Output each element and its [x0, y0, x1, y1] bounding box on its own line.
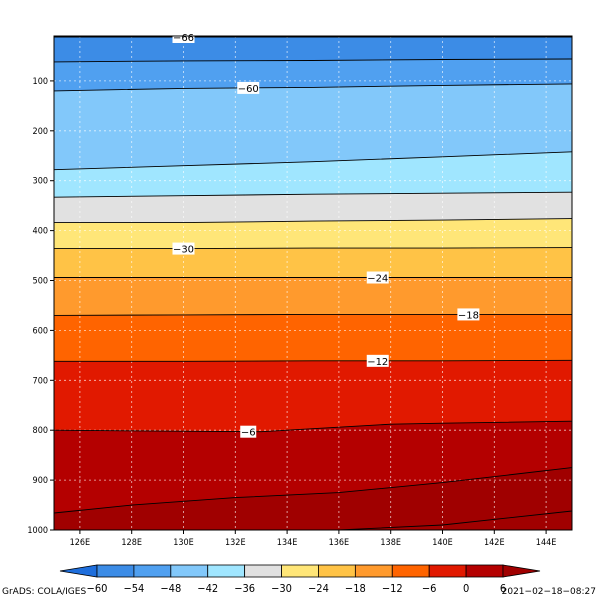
- colorbar-tick-label: −48: [160, 582, 181, 595]
- colorbar-segment: [170, 564, 209, 578]
- contour-label: −60: [238, 84, 259, 95]
- contour-line: [54, 151, 572, 171]
- y-tick-label: 300: [33, 177, 48, 187]
- colorbar-arrow-right: [502, 564, 541, 578]
- contour-label: −12: [367, 357, 388, 368]
- contour-label-bg: [172, 242, 195, 255]
- contour-line: [54, 83, 572, 92]
- colorbar-tick-label: −6: [422, 582, 437, 595]
- contour-line: [54, 58, 572, 63]
- y-tick-label: 800: [33, 426, 48, 436]
- y-tick-label: 600: [33, 326, 48, 336]
- contour-label: −24: [367, 274, 388, 285]
- contour-label: −6: [241, 428, 256, 439]
- footer-left: GrADS: COLA/IGES: [2, 587, 87, 597]
- contour-label-bg: [366, 271, 389, 284]
- contour-line: [338, 510, 572, 530]
- colorbar-arrow-left: [59, 564, 98, 578]
- colorbar-tick-label: −30: [271, 582, 292, 595]
- y-tick-label: 100: [33, 77, 48, 87]
- x-tick-label: 140E: [432, 538, 453, 548]
- colorbar-segment: [318, 564, 356, 578]
- contour-label: −30: [173, 245, 194, 256]
- y-tick-label: 200: [33, 127, 48, 137]
- colorbar-tick-label: −24: [308, 582, 329, 595]
- x-tick-label: 134E: [277, 538, 298, 548]
- contour-line: [54, 218, 572, 224]
- contour-band: [54, 467, 572, 530]
- x-axis-ticks: 126E 128E 130E 132E 134E 136E 138E 140E 142E 144E: [70, 530, 557, 548]
- colorbar-tick-label: −60: [87, 582, 108, 595]
- contour-label-bg: [366, 354, 389, 367]
- contour-line: [54, 467, 572, 514]
- x-tick-label: 136E: [329, 538, 350, 548]
- contour-label: −66: [173, 33, 194, 44]
- plot-frame: [53, 35, 573, 531]
- contour-line: [54, 420, 572, 433]
- x-tick-label: 132E: [225, 538, 246, 548]
- y-axis-ticks: 100 200 300 400 500 600 700 800 900 1000: [27, 77, 54, 536]
- contour-band: [338, 511, 572, 530]
- colorbar-tick-label: 6: [500, 582, 506, 595]
- x-tick-label: 128E: [121, 538, 142, 548]
- x-tick-label: 130E: [173, 538, 194, 548]
- colorbar-segment: [133, 564, 172, 578]
- colorbar-segment: [281, 564, 319, 578]
- contour-line: [54, 247, 572, 250]
- colorbar-segment: [391, 564, 430, 578]
- colorbar-segment: [428, 564, 467, 578]
- x-tick-label: 126E: [70, 538, 91, 548]
- contour-label-bg: [172, 30, 195, 43]
- contour-line: [54, 313, 572, 316]
- contour-label: −18: [458, 310, 479, 321]
- y-tick-label: 1000: [27, 526, 48, 536]
- y-tick-label: 700: [33, 376, 48, 386]
- colorbar: −60 −54 −48 −42 −36 −30 −24 −18 −12 −6 0 6: [59, 564, 541, 595]
- colorbar-segment: [244, 564, 282, 578]
- contour-label-bg: [240, 425, 257, 438]
- colorbar-segment: [354, 564, 393, 578]
- y-tick-label: 400: [33, 227, 48, 237]
- colorbar-segment: [96, 564, 135, 578]
- colorbar-segment: [465, 564, 504, 578]
- contour-label-bg: [457, 308, 480, 321]
- contour-labels: −66 −60 −30 −24 −18 −12 −6: [172, 30, 480, 439]
- footer-right: 2021−02−18−08:27: [501, 587, 596, 597]
- contour-label-bg: [237, 81, 260, 94]
- contour-lines: [54, 36, 572, 530]
- colorbar-tick-label: −42: [197, 582, 218, 595]
- x-tick-label: 142E: [484, 538, 505, 548]
- y-tick-label: 900: [33, 476, 48, 486]
- contour-line: [54, 359, 572, 362]
- colorbar-tick-label: −36: [234, 582, 255, 595]
- x-tick-label: 144E: [536, 538, 557, 548]
- colorbar-tick-label: −12: [382, 582, 403, 595]
- colorbar-tick-label: −18: [345, 582, 366, 595]
- y-tick-label: 500: [33, 277, 48, 287]
- colorbar-tick-label: −54: [123, 582, 144, 595]
- grid-lines: [54, 36, 572, 530]
- colorbar-tick-label: 0: [463, 582, 469, 595]
- colorbar-segment: [207, 564, 246, 578]
- x-tick-label: 138E: [380, 538, 401, 548]
- contour-line: [54, 191, 572, 198]
